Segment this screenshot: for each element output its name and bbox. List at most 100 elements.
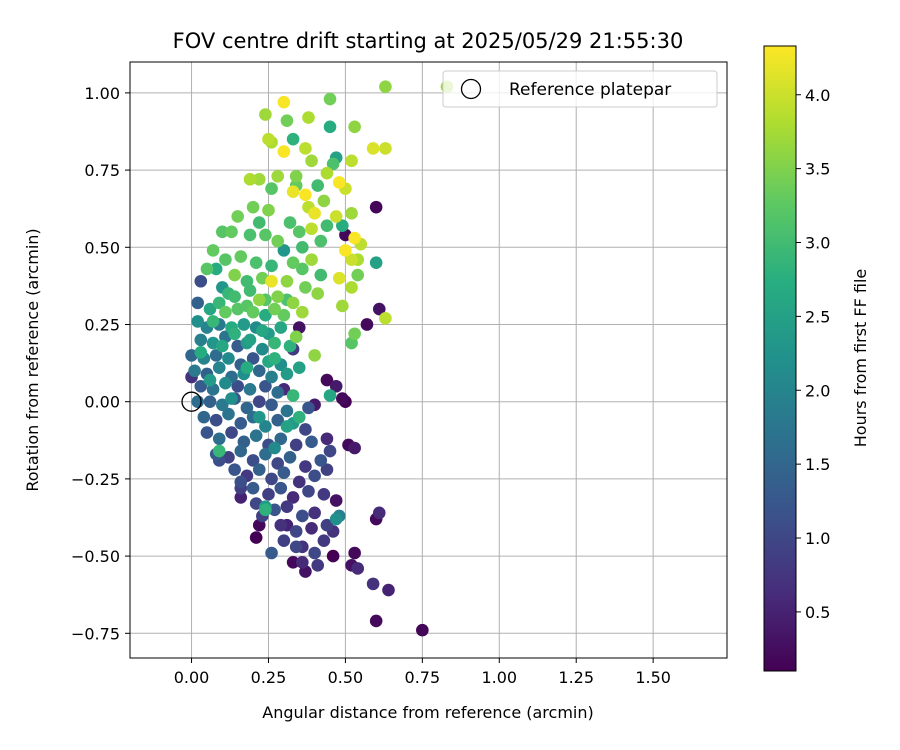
data-point [268,352,281,365]
data-point [299,281,312,294]
data-point [299,423,312,436]
data-point [360,318,374,331]
data-point [286,296,300,310]
data-point [256,324,269,337]
legend-reference-marker-icon [460,78,482,100]
data-point [231,379,245,393]
data-point [265,472,278,486]
data-point [203,302,217,316]
data-point [256,342,269,356]
data-point [209,349,223,362]
data-point [249,256,263,270]
data-point [314,268,328,282]
data-point [280,500,294,513]
x-tick-label: 1.50 [635,668,671,687]
data-point [234,250,248,263]
data-point [265,398,278,412]
data-point [308,469,321,483]
colorbar-gradient [763,45,797,672]
data-point [262,488,275,501]
data-point [188,364,201,378]
data-point [262,203,275,217]
data-point [320,463,334,476]
y-axis-ticks: −0.75 −0.50 −0.25 0.00 0.25 0.50 0.75 1.00 [71,84,130,643]
data-point [289,525,303,538]
data-point [203,395,217,408]
data-point [222,407,235,421]
data-point [289,540,303,554]
data-point [274,432,288,446]
data-point [219,253,232,266]
data-point [252,395,266,408]
data-point [283,339,297,353]
data-point [345,253,358,266]
y-tick-label: −0.25 [71,470,120,489]
data-point [372,302,386,316]
data-point [317,194,331,208]
data-point [345,154,358,168]
data-point [209,413,223,427]
data-point [197,410,211,424]
data-point [225,426,238,439]
data-point [280,367,294,381]
y-tick-label: 1.00 [84,84,120,103]
data-point [271,169,285,183]
chart-title: FOV centre drift starting at 2025/05/29 … [173,29,684,53]
data-point [252,463,266,476]
data-point [219,305,232,319]
data-point [268,441,281,455]
data-point [292,225,306,239]
data-point [259,503,272,517]
data-point [305,222,318,236]
data-point [369,614,383,628]
data-point [225,392,238,405]
plot-area: 0.00 0.25 0.50 0.75 1.00 1.25 1.50 −0.75−0.50−… [71,61,728,687]
data-point [240,401,254,415]
x-axis-label: Angular distance from reference (arcmin) [262,703,593,722]
data-point [262,132,275,146]
data-point [314,454,328,467]
data-point [329,210,343,223]
data-point [259,308,272,322]
data-point [271,386,285,399]
data-point [317,534,331,547]
x-tick-label: 0.50 [328,668,364,687]
reference-marker-layer [181,391,202,412]
data-point [323,120,337,134]
data-point [289,169,303,183]
colorbar-tick-label: 3.5 [805,160,830,179]
colorbar-tick-label: 3.0 [805,234,830,253]
data-point [200,262,214,276]
data-point [259,108,272,121]
data-point [296,555,309,569]
data-point [296,305,309,319]
data-point [252,173,266,186]
data-point [277,95,291,109]
colorbar-tick-label: 2.5 [805,307,830,326]
y-tick-label: 0.00 [84,393,120,412]
data-point [348,120,361,134]
data-point [299,188,312,202]
data-point [234,475,248,489]
data-point [206,244,220,257]
data-point [246,481,260,495]
data-point [320,373,334,387]
data-point [265,182,278,195]
data-point [228,327,241,341]
data-point [265,546,278,560]
data-point [326,157,340,171]
data-point [280,420,294,433]
y-axis-label: Rotation from reference (arcmin) [23,228,42,491]
data-point [286,185,300,198]
y-tick-label: 0.25 [84,315,120,334]
data-point [259,228,272,242]
x-tick-label: 0.00 [174,668,210,687]
data-point [348,441,361,455]
data-point [416,623,429,637]
data-point [296,240,309,254]
data-point [286,132,300,146]
data-point [336,392,349,405]
data-point [351,268,365,282]
data-point [323,92,337,106]
data-point [296,262,309,276]
